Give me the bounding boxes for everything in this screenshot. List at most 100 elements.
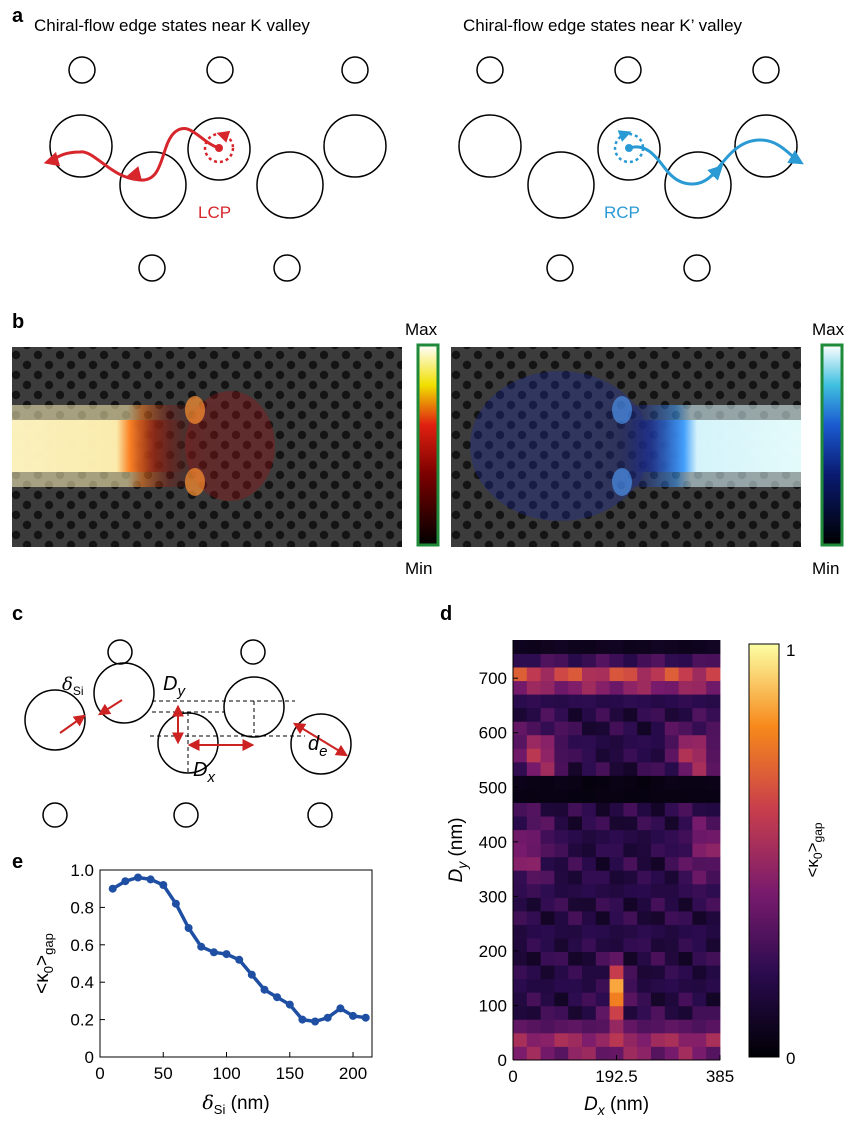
line-point <box>349 1011 357 1020</box>
heatmap-cell <box>651 802 666 817</box>
heatmap-cell <box>623 951 638 966</box>
heatmap-cell <box>554 748 569 763</box>
line-series-path <box>111 875 366 1024</box>
heatmap-cell <box>664 1005 679 1020</box>
heatmap-cell <box>568 829 583 844</box>
heatmap-cell <box>526 951 541 966</box>
heatmap-cell <box>609 775 624 790</box>
heatmap-cell <box>623 1032 638 1047</box>
heatmap-cell <box>609 748 624 763</box>
heatmap-cell <box>692 667 707 682</box>
heatmap-cell <box>706 1019 721 1034</box>
heatmap-cell <box>664 883 679 898</box>
heatmap-cell <box>526 829 541 844</box>
heatmap-cell <box>554 843 569 858</box>
heatmap-cell <box>664 802 679 817</box>
heatmap-cell <box>595 640 610 654</box>
colorbar-lcp-min: Min <box>405 559 432 578</box>
heatmap-cell <box>540 721 555 736</box>
heatmap-cell <box>526 924 541 939</box>
heatmap-cell <box>623 802 638 817</box>
heatmap-cell <box>692 843 707 858</box>
heatmap-cell <box>540 1032 555 1047</box>
heatmap-cell <box>595 694 610 709</box>
line-point <box>108 884 117 893</box>
heatmap-cell <box>637 1019 652 1034</box>
heatmap-cell <box>651 910 666 925</box>
heatmap-cell <box>568 734 583 749</box>
heatmap-cell <box>609 992 624 1007</box>
heatmap-ytick-label: 500 <box>479 778 507 797</box>
heatmap-cell <box>513 1046 528 1061</box>
heatmap-cell <box>595 1046 610 1061</box>
heatmap-cell <box>540 653 555 668</box>
heatmap-cell <box>554 856 569 871</box>
heatmap-cell <box>554 910 569 925</box>
heatmap-cell <box>582 856 597 871</box>
heatmap-cell <box>513 910 528 925</box>
heatmap-cell <box>554 965 569 980</box>
heatmap-cell <box>692 1032 707 1047</box>
heatmap-cell <box>554 816 569 831</box>
heatmap-cell <box>692 938 707 953</box>
heatmap-cell <box>706 721 721 736</box>
heatmap-cell <box>609 816 624 831</box>
colorbar-tick-0: 0 <box>786 1049 795 1068</box>
heatmap-cell <box>651 978 666 993</box>
heatmap-cell <box>513 680 528 695</box>
heatmap-cell <box>637 992 652 1007</box>
heatmap-cell <box>582 1032 597 1047</box>
heatmap-cell <box>568 1019 583 1034</box>
heatmap-cell <box>540 856 555 871</box>
line-xtick-label: 200 <box>339 1064 367 1083</box>
heatmap-cell <box>526 748 541 763</box>
panel-e-letter: e <box>12 851 23 873</box>
heatmap-cell <box>623 680 638 695</box>
heatmap-cell <box>513 816 528 831</box>
heatmap-cell <box>692 965 707 980</box>
heatmap-cell <box>513 721 528 736</box>
heatmap-cell <box>706 680 721 695</box>
heatmap-cell <box>692 694 707 709</box>
heatmap-cell <box>526 816 541 831</box>
delta-si-label: δSi <box>62 674 84 698</box>
heatmap-cell <box>568 870 583 885</box>
heatmap-cell <box>568 992 583 1007</box>
heatmap-cell <box>692 883 707 898</box>
heatmap-cell <box>651 1046 666 1061</box>
heatmap-cell <box>582 992 597 1007</box>
heatmap-cell <box>526 843 541 858</box>
heatmap-cell <box>651 1032 666 1047</box>
heatmap-cell <box>637 843 652 858</box>
heatmap-cell <box>554 924 569 939</box>
heatmap-cell <box>706 1046 721 1061</box>
panel-a: a Chiral-flow edge states near K valley … <box>12 5 804 282</box>
heatmap-cell <box>582 978 597 993</box>
heatmap-cell <box>706 843 721 858</box>
heatmap-cell <box>678 910 693 925</box>
heatmap-cell <box>706 1032 721 1047</box>
heatmap-cell <box>595 978 610 993</box>
heatmap-cell <box>664 910 679 925</box>
heatmap-cell <box>692 734 707 749</box>
heatmap-cell <box>706 816 721 831</box>
heatmap-cell <box>582 707 597 722</box>
heatmap-cell <box>582 829 597 844</box>
heatmap-cell <box>623 938 638 953</box>
heatmap-cell <box>623 775 638 790</box>
heatmap-cell <box>595 910 610 925</box>
heatmap-cell <box>568 883 583 898</box>
heatmap-cell <box>664 707 679 722</box>
heatmap-cell <box>623 910 638 925</box>
heatmap-cell <box>678 965 693 980</box>
heatmap-cell <box>526 910 541 925</box>
heatmap-cell <box>609 680 624 695</box>
heatmap-cell <box>623 1005 638 1020</box>
heatmap-cell <box>637 789 652 803</box>
heatmap-cell <box>651 883 666 898</box>
heatmap-cell <box>526 734 541 749</box>
heatmap-cell <box>664 667 679 682</box>
heatmap-cell <box>651 748 666 763</box>
heatmap-cell <box>513 789 528 803</box>
